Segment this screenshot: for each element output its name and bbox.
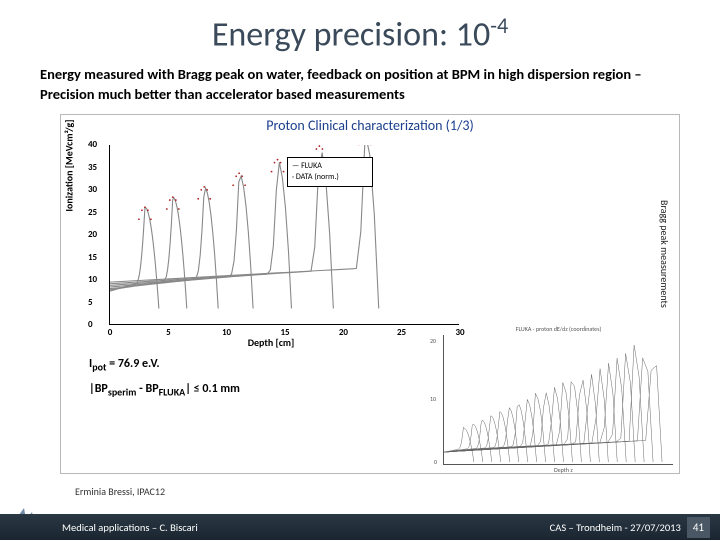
- y-tick: 35: [88, 162, 97, 173]
- slide-title: Energy precision: 10-4: [0, 0, 720, 55]
- figure-credit: Erminia Bressi, IPAC12: [75, 485, 165, 498]
- slide-subtitle: Energy measured with Bragg peak on water…: [0, 55, 720, 110]
- slide-footer: Medical applications – C. Biscari CAS – …: [0, 514, 720, 540]
- figure-title: Proton Clinical characterization (1/3): [61, 117, 679, 134]
- side-annotation: Bragg peak measurements: [658, 200, 671, 308]
- y-tick: 20: [88, 229, 97, 240]
- y-tick: 5: [88, 297, 93, 308]
- footer-author: Medical applications – C. Biscari: [0, 521, 198, 534]
- y-tick: 40: [88, 139, 97, 150]
- title-text: Energy precision: 10: [212, 14, 490, 55]
- bragg-peak-chart: 0510152025303540 051015202530 Ionization…: [71, 137, 471, 347]
- y-axis-label: Ionization [MeVcm²/g]: [63, 120, 76, 212]
- title-exponent: -4: [490, 12, 508, 39]
- chart-axes: 0510152025303540 051015202530: [109, 145, 459, 325]
- x-axis-label: Depth [cm]: [248, 336, 295, 349]
- inset-curves: [444, 335, 673, 464]
- formula-ipot: Ipot = 76.9 e.V.: [89, 357, 240, 373]
- bragg-curves: [110, 145, 459, 324]
- formula-block: Ipot = 76.9 e.V. |BPsperim - BPFLUKA| ≤ …: [89, 357, 240, 398]
- x-tick: 10: [222, 327, 231, 338]
- y-tick: 15: [88, 252, 97, 263]
- page-number: 41: [687, 517, 710, 538]
- chart-legend: — FLUKA · DATA (norm.): [287, 157, 373, 187]
- x-tick: 0: [108, 327, 113, 338]
- x-tick: 25: [397, 327, 406, 338]
- x-tick: 20: [339, 327, 348, 338]
- y-tick: 10: [88, 274, 97, 285]
- y-tick: 30: [88, 184, 97, 195]
- y-tick: 0: [88, 319, 93, 330]
- y-tick: 25: [88, 207, 97, 218]
- footer-venue: CAS – Trondheim - 27/07/2013: [550, 521, 681, 534]
- legend-item-data: DATA (norm.): [296, 172, 339, 182]
- figure-container: Proton Clinical characterization (1/3) 0…: [60, 114, 680, 474]
- inset-title: FLUKA - proton dE/dz (coordinates): [516, 325, 602, 333]
- legend-item-fluka: FLUKA: [301, 161, 322, 171]
- inset-chart: FLUKA - proton dE/dz (coordinates) 20 10…: [443, 335, 673, 465]
- x-tick: 5: [166, 327, 171, 338]
- formula-bp-diff: |BPsperim - BPFLUKA| ≤ 0.1 mm: [89, 382, 240, 398]
